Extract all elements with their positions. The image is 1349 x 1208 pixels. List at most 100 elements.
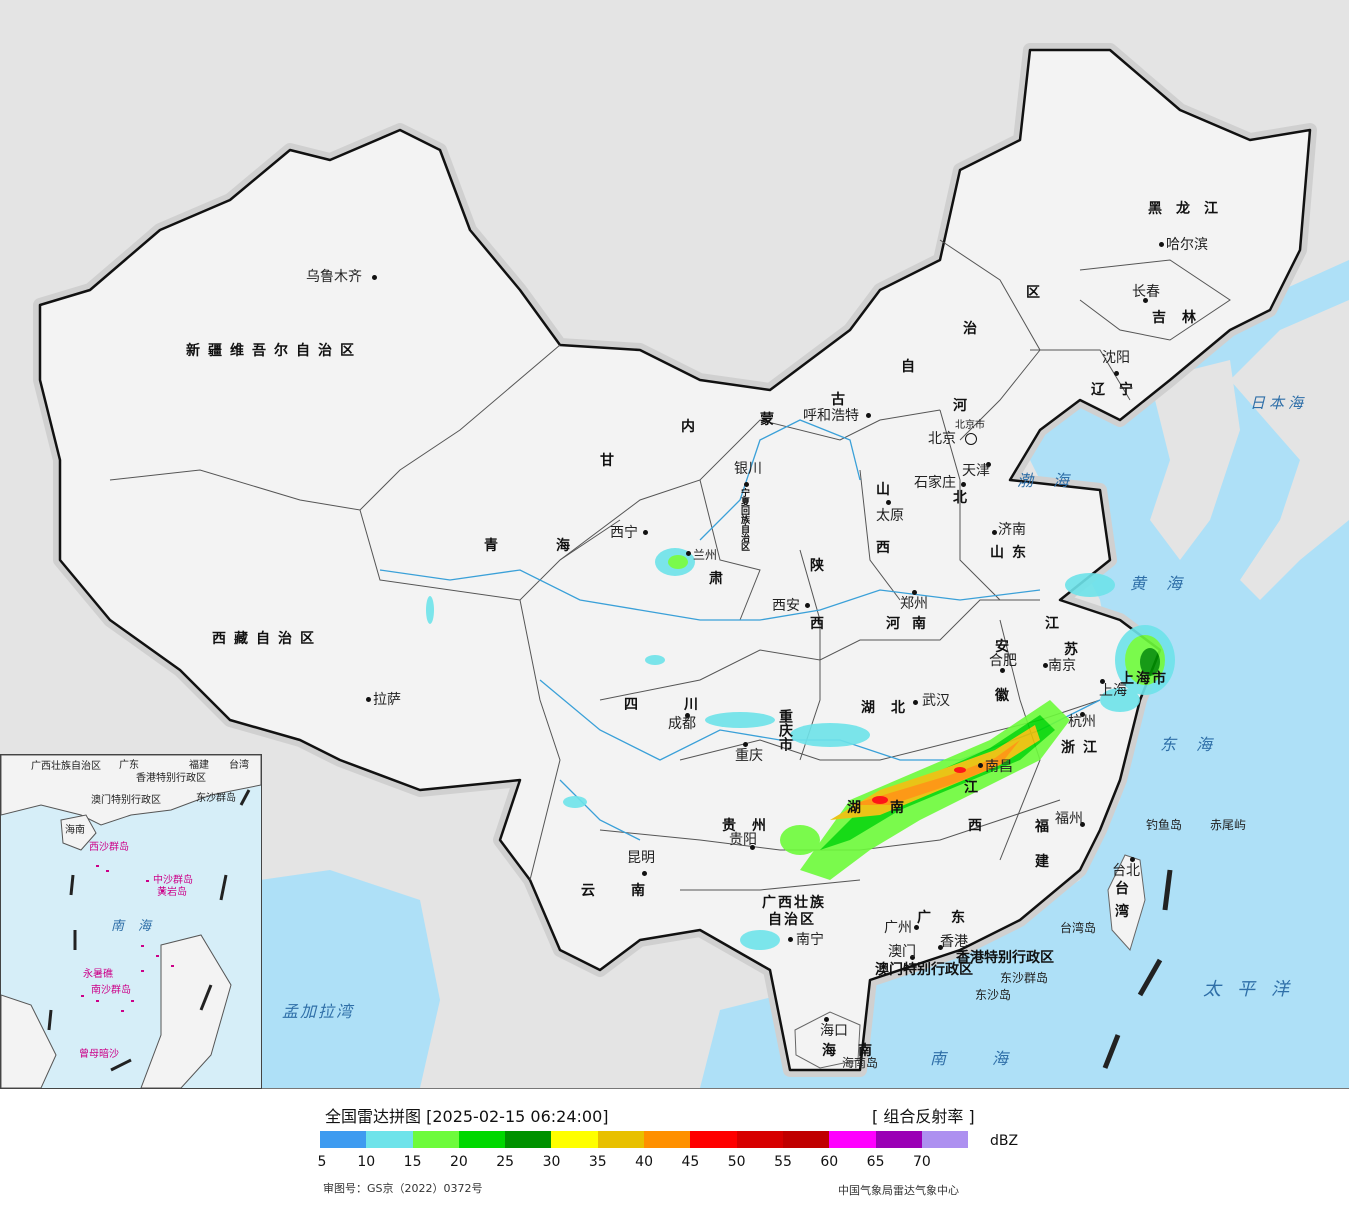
radar-map: 乌鲁木齐 拉萨 西宁 兰州 银川 呼和浩特 北京 北京市 天津 石家庄 太原 济… <box>0 0 1349 1089</box>
city-label-taiyuan: 太原 <box>876 508 904 524</box>
inset-label-south-sea: 南海 <box>111 919 166 934</box>
legend-swatch <box>320 1131 367 1148</box>
city-label-nanchang: 南昌 <box>985 759 1013 775</box>
city-label-haikou: 海口 <box>820 1023 848 1039</box>
province-jiangsu-2: 苏 <box>1064 642 1086 658</box>
province-hongkong-sar: 香港特别行政区 <box>956 950 1054 966</box>
province-hunan-1: 湖 <box>847 800 869 816</box>
city-label-nanjing: 南京 <box>1048 658 1076 674</box>
legend-swatch <box>921 1131 969 1148</box>
legend-source: 中国气象局雷达气象中心 <box>838 1184 959 1197</box>
city-dot <box>642 871 647 876</box>
city-label-beijing-city: 北京市 <box>955 420 985 431</box>
legend-tick-label: 60 <box>820 1154 839 1170</box>
inset-label-xisha: 西沙群岛 <box>89 842 129 853</box>
city-label-hohhot: 呼和浩特 <box>803 408 859 424</box>
city-label-beijing: 北京 <box>928 431 956 447</box>
province-hubei: 湖北 <box>861 700 921 716</box>
city-label-harbin: 哈尔滨 <box>1166 237 1208 253</box>
province-ningxia: 宁夏回族自治区 <box>739 488 749 551</box>
city-dot <box>366 697 371 702</box>
taiwan-island <box>1107 854 1146 951</box>
city-label-macau: 澳门 <box>888 944 916 960</box>
city-dot <box>1143 298 1148 303</box>
city-dot <box>372 275 377 280</box>
city-label-fuzhou: 福州 <box>1055 811 1083 827</box>
city-label-kunming: 昆明 <box>627 850 655 866</box>
city-dot <box>686 551 691 556</box>
province-neimenggu-5: 治 <box>963 321 985 337</box>
city-dot <box>914 925 919 930</box>
city-label-lanzhou: 兰州 <box>693 548 718 562</box>
land-korea <box>1150 360 1240 560</box>
legend-title: 全国雷达拼图 [2025-02-15 06:24:00] <box>325 1107 609 1126</box>
island-hainan: 海南岛 <box>842 1056 879 1070</box>
maritime-boundary-dashes <box>1102 869 1173 1069</box>
city-label-xian: 西安 <box>772 598 800 614</box>
city-dot <box>1000 668 1005 673</box>
province-gansu-2: 肃 <box>709 571 731 587</box>
city-dot <box>992 530 997 535</box>
inset-label-nansha: 南沙群岛 <box>91 985 131 996</box>
city-dot <box>886 500 891 505</box>
island-taiwan: 台湾岛 <box>1060 921 1097 935</box>
city-dot <box>1043 663 1048 668</box>
inset-label-fujian: 福建 <box>189 760 209 771</box>
province-anhui-1: 安 <box>995 639 1017 655</box>
province-zhejiang: 浙江 <box>1061 740 1105 756</box>
province-sichuan: 四川 <box>624 697 744 713</box>
province-guangxi: 广西壮族 <box>762 895 826 911</box>
province-guangxi-2: 自治区 <box>768 912 816 928</box>
inset-label-taiwan: 台湾 <box>229 760 249 771</box>
legend-tick-label: 35 <box>588 1154 607 1170</box>
inset-label-hainan: 海南 <box>65 825 85 836</box>
province-jiangsu-1: 江 <box>1045 616 1067 632</box>
legend-swatch <box>829 1131 876 1148</box>
province-guangdong: 广东 <box>917 910 985 926</box>
city-dot <box>1159 242 1164 247</box>
south-china-sea-inset: 广西壮族自治区 广东 福建 台湾 香港特别行政区 澳门特别行政区 东沙群岛 海南… <box>0 754 262 1089</box>
legend-panel: 全国雷达拼图 [2025-02-15 06:24:00] [ 组合反射率 ] d… <box>0 1089 1349 1208</box>
inset-label-hongkong: 香港特别行政区 <box>136 773 206 784</box>
city-label-guangzhou: 广州 <box>884 920 912 936</box>
legend-swatch <box>551 1131 598 1148</box>
province-neimenggu-3: 古 <box>831 392 853 408</box>
inset-label-zhongsha: 中沙群岛 <box>153 875 193 886</box>
island-chiwei: 赤尾屿 <box>1210 818 1247 832</box>
legend-tick-label: 20 <box>449 1154 468 1170</box>
city-dot <box>866 413 871 418</box>
province-fujian-2: 建 <box>1035 854 1057 870</box>
legend-swatch <box>644 1131 691 1148</box>
province-neimenggu-4: 自 <box>901 359 923 375</box>
city-label-urumqi: 乌鲁木齐 <box>306 269 362 285</box>
city-label-nanning: 南宁 <box>796 932 824 948</box>
inset-label-huangyan: 黄岩岛 <box>157 887 187 898</box>
province-jilin: 吉林 <box>1152 310 1212 326</box>
city-label-hongkong: 香港 <box>940 934 968 950</box>
city-label-guiyang: 贵阳 <box>729 832 757 848</box>
sea-label-south: 南海 <box>930 1049 1055 1068</box>
city-label-taipei: 台北 <box>1112 863 1140 879</box>
province-hebei-1: 河 <box>953 398 975 414</box>
city-label-jinan: 济南 <box>998 522 1026 538</box>
province-henan: 河南 <box>886 616 938 632</box>
city-label-xining: 西宁 <box>610 525 638 541</box>
island-diaoyu: 钓鱼岛 <box>1146 818 1183 832</box>
province-neimenggu-2: 蒙 <box>760 412 782 428</box>
city-label-wuhan: 武汉 <box>922 693 950 709</box>
city-dot <box>750 845 755 850</box>
city-label-yinchuan: 银川 <box>734 461 762 477</box>
legend-color-bar <box>320 1131 969 1148</box>
province-shaanxi-2: 西 <box>810 616 832 632</box>
sea-label-east: 东海 <box>1160 735 1233 754</box>
city-label-chongqing: 重庆 <box>735 748 763 764</box>
legend-tick-label: 45 <box>681 1154 700 1170</box>
province-anhui-2: 徽 <box>995 688 1017 704</box>
sea-label-pacific: 太平洋 <box>1203 979 1305 1000</box>
province-jiangxi-1: 江 <box>964 780 986 796</box>
city-dot <box>643 530 648 535</box>
city-dot <box>978 763 983 768</box>
province-liaoning: 辽宁 <box>1091 382 1147 398</box>
inset-label-yongshu: 永暑礁 <box>83 969 113 980</box>
legend-approval-number: 审图号：GS京（2022）0372号 <box>323 1182 483 1195</box>
